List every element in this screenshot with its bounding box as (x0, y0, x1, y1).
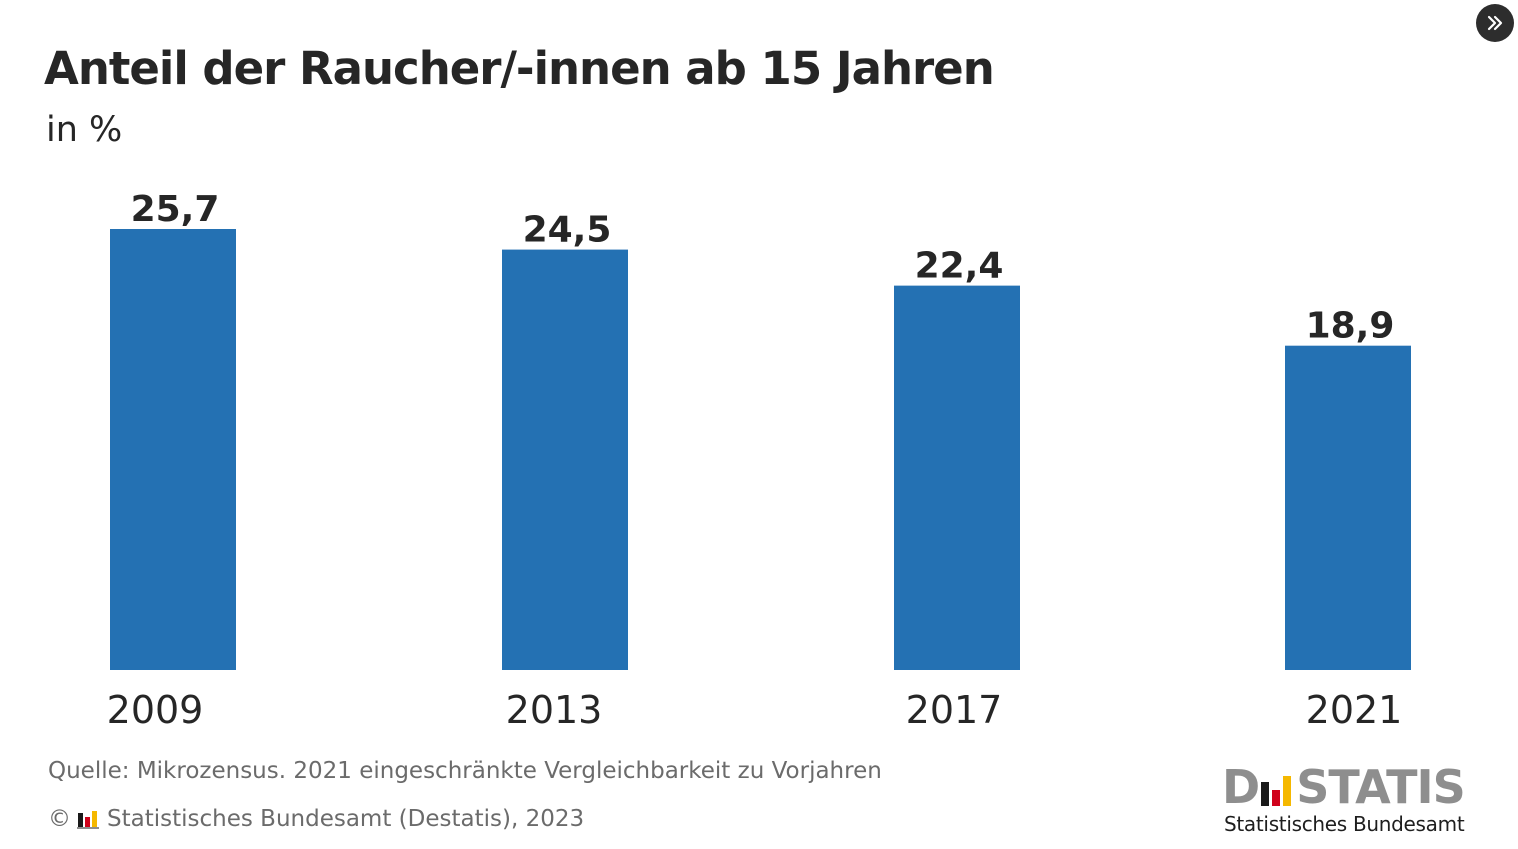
logo-suffix: STATIS (1296, 760, 1466, 814)
x-tick-label: 2009 (107, 688, 204, 732)
destatis-logo: D STATIS Statistisches Bundesamt (1222, 760, 1476, 840)
double-chevron-right-icon (1487, 15, 1503, 31)
x-tick-label: 2017 (906, 688, 1003, 732)
logo-tagline: Statistisches Bundesamt (1224, 812, 1465, 836)
bar-value-label: 22,4 (915, 246, 1004, 287)
chart-subtitle: in % (46, 110, 123, 150)
bar-2017 (894, 285, 1020, 670)
bar-value-label: 18,9 (1306, 306, 1395, 347)
copyright-text: Statistisches Bundesamt (Destatis), 2023 (107, 806, 585, 832)
bar-chart: 25,7 2009 24,5 2013 22,4 2017 18,9 2021 (107, 189, 1411, 732)
x-tick-label: 2021 (1306, 688, 1403, 732)
logo-wordmark: D STATIS (1222, 760, 1466, 814)
chart-title: Anteil der Raucher/-innen ab 15 Jahren (44, 42, 995, 95)
bar-2021 (1285, 345, 1411, 670)
copyright-symbol: © (48, 806, 71, 832)
source-note: Quelle: Mikrozensus. 2021 eingeschränkte… (48, 758, 882, 784)
x-tick-label: 2013 (506, 688, 603, 732)
expand-button[interactable] (1476, 4, 1514, 42)
destatis-mini-logo-icon (77, 811, 99, 829)
copyright-line: © Statistisches Bundesamt (Destatis), 20… (48, 806, 584, 832)
flag-bars-icon (1261, 772, 1294, 806)
bar-2013 (502, 249, 628, 670)
logo-prefix: D (1222, 760, 1260, 814)
bar-2009 (110, 229, 236, 670)
bar-value-label: 25,7 (131, 189, 220, 230)
bar-value-label: 24,5 (523, 210, 612, 251)
